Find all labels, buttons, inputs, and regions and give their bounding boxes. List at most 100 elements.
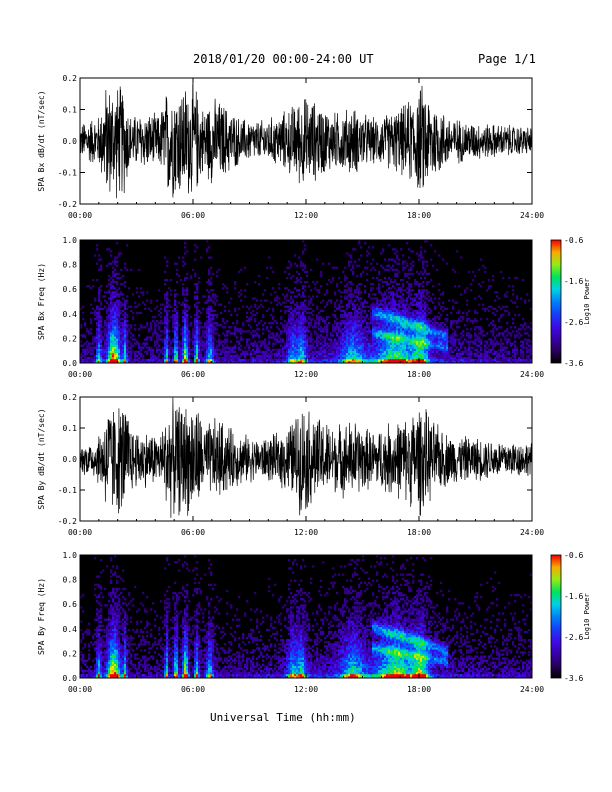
spectrogram-cell [144,303,147,306]
spectrogram-cell [362,330,365,333]
spectrogram-cell [98,297,101,300]
spectrogram-cell [114,272,117,276]
spectrogram-cell [188,360,191,364]
spectrogram-cell [240,336,243,339]
spectrogram-cell [296,358,299,362]
spectrogram-cell [248,346,251,349]
spectrogram-cell [410,297,413,300]
spectrogram-cell [360,336,363,339]
spectrogram-cell [356,342,359,345]
spectrogram-cell [126,336,129,339]
spectrogram-cell [188,334,191,337]
spectrogram-cell [124,319,127,323]
spectrogram-cell [184,350,187,354]
spectrogram-cell [484,354,487,358]
spectrogram-cell [170,348,173,351]
spectrogram-cell [312,344,315,347]
spectrogram-cell [380,315,383,319]
spectrogram-cell [440,324,443,327]
spectrogram-cell [322,348,325,351]
spectrogram-cell [288,289,291,292]
spectrogram-cell [206,346,209,349]
spectrogram-cell [164,360,167,364]
spectrogram-cell [458,360,461,364]
spectrogram-cell [202,340,205,343]
spectrogram-cell [352,326,355,329]
spectrogram-cell [148,346,151,349]
spectrogram-cell [260,354,263,358]
spectrogram-cell [400,315,403,319]
spectrogram-cell [462,356,465,360]
spectrogram-cell [354,299,357,302]
spectrogram-cell [258,336,261,339]
spectrogram-cell [408,344,411,347]
spectrogram-cell [104,338,107,341]
spectrogram-cell [238,356,241,360]
spectrogram-cell [214,358,217,362]
spectrogram-cell [238,348,241,351]
spectrogram-cell [112,360,115,364]
spectrogram-cell [184,307,187,310]
spectrogram-cell [244,330,247,333]
spectrogram-cell [108,352,111,356]
spectrogram-cell [288,315,291,319]
spectrogram-cell [206,340,209,343]
spectrogram-cell [348,293,351,296]
spectrogram-cell [122,317,125,321]
spectrogram-cell [446,358,449,362]
spectrogram-cell [288,332,291,335]
spectrogram-cell [198,350,201,354]
spectrogram-cell [98,289,101,292]
spectrogram-cell [476,348,479,351]
spectrogram-cell [136,354,139,358]
spectrogram-cell [150,324,153,327]
spectrogram-cell [248,319,251,323]
spectrogram-cell [454,360,457,364]
spectrogram-cell [406,281,409,284]
spectrogram-cell [440,356,443,360]
spectrogram-cell [234,309,237,313]
spectrogram-cell [384,354,387,358]
spectrogram-cell [488,354,491,358]
spectrogram-cell [104,342,107,345]
spectrogram-cell [388,264,391,267]
spectrogram-cell [202,330,205,333]
spectrogram-cell [304,295,307,298]
spectrogram-cell [408,295,411,298]
spectrogram-cell [152,334,155,337]
spectrogram-cell [324,293,327,296]
spectrogram-cell [412,344,415,347]
spectrogram-cell [316,332,319,335]
spectrogram-cell [210,266,213,269]
spectrogram-cell [498,305,501,308]
spectrogram-cell [436,330,439,333]
spectrogram-cell [330,348,333,351]
spectrogram-cell [318,334,321,337]
spectrogram-cell [234,332,237,335]
spectrogram-cell [468,342,471,345]
spectrogram-cell [120,291,123,294]
spectrogram-cell [294,352,297,356]
spectrogram-cell [502,354,505,358]
spectrogram-cell [336,342,339,345]
spectrogram-cell [308,348,311,351]
spectrogram-cell [492,342,495,345]
spectrogram-cell [346,285,349,288]
spectrogram-cell [186,338,189,341]
spectrogram-cell [180,354,183,358]
spectrogram-cell [360,246,363,249]
spectrogram-cell [396,254,399,257]
spectrogram-cell [382,352,385,356]
spectrogram-cell [380,344,383,347]
spectrogram-cell [120,324,123,327]
spectrogram-cell [184,332,187,335]
spectrogram-cell [178,354,181,358]
spectrogram-cell [96,342,99,345]
spectrogram-cell [328,262,331,265]
spectrogram-cell [418,285,421,288]
spectrogram-cell [320,270,323,274]
spectrogram-cell [130,356,133,360]
spectrogram-cell [256,328,259,331]
spectrogram-cell [430,358,433,362]
spectrogram-cell [432,336,435,339]
